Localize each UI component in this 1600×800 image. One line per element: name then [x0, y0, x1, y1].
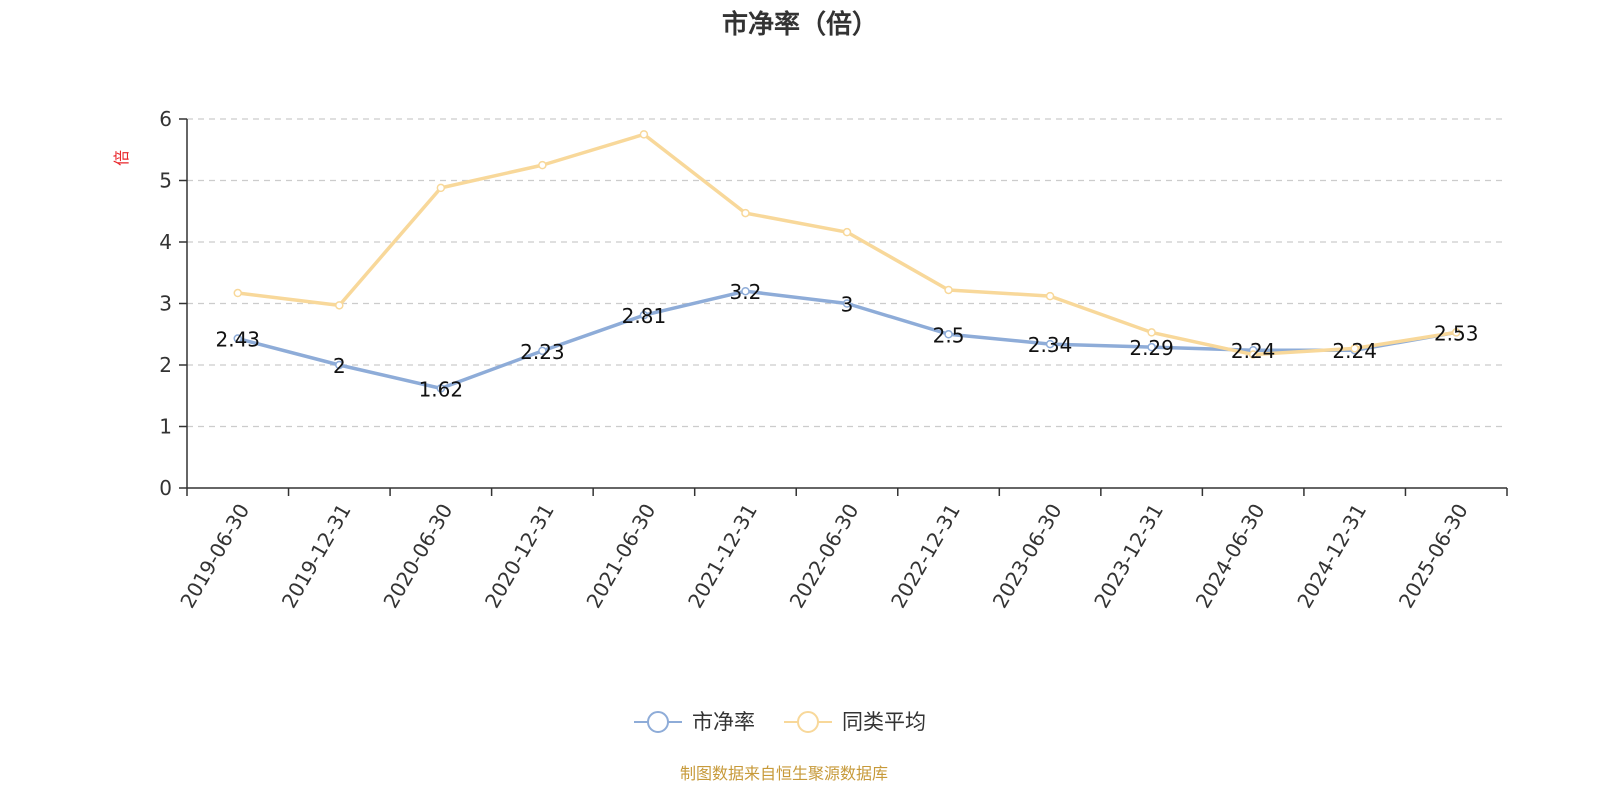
series-line-1: [236, 132, 1458, 357]
legend-marker-pb: [647, 711, 669, 733]
series-lines: [233, 130, 1461, 393]
x-tick-label: 2024-12-31: [1292, 500, 1371, 613]
data-point: [1350, 344, 1359, 353]
y-tick-label: 6: [159, 107, 172, 131]
legend-label-pb: 市净率: [692, 710, 755, 734]
data-point: [436, 183, 446, 193]
data-label: 2.5: [933, 323, 965, 347]
data-label: 2.24: [1231, 339, 1276, 363]
data-label: 2.81: [622, 304, 667, 328]
data-point: [842, 299, 852, 308]
data-point: [741, 208, 750, 218]
data-labels: 2.43 2 1.62 2.23 2.81 3.2 3 2.5 2.34 2.29 2.24 2.24…: [216, 280, 1479, 401]
data-point: [639, 310, 649, 320]
data-label: 3.2: [730, 280, 762, 304]
x-tick-label: 2023-12-31: [1089, 500, 1168, 613]
data-point: [1045, 339, 1055, 349]
chart-title: 市净率（倍）: [722, 9, 878, 40]
data-point: [639, 130, 649, 139]
axes: [179, 118, 1508, 496]
y-tick-label: 2: [159, 353, 172, 377]
data-point: [944, 330, 953, 339]
data-label: 2.29: [1129, 336, 1174, 360]
data-label: 3: [841, 293, 854, 317]
y-tick-label: 0: [159, 476, 172, 500]
legend-marker-peer-average: [797, 711, 819, 733]
legend-item-pb[interactable]: 市净率: [634, 710, 755, 734]
y-tick-label: 5: [159, 169, 172, 193]
data-label: 2.34: [1028, 333, 1073, 357]
data-point: [1147, 342, 1156, 352]
data-point: [233, 334, 243, 343]
x-tick-label: 2025-06-30: [1394, 500, 1473, 613]
data-label: 2.53: [1434, 321, 1479, 345]
data-label: 2.43: [216, 328, 261, 352]
y-tick-label: 4: [159, 230, 172, 254]
x-tick-label: 2020-12-31: [480, 500, 559, 613]
grid-lines: [187, 118, 1507, 428]
y-tick-labels: 0 1 2 3 4 5 6: [159, 107, 172, 500]
source-note: 制图数据来自恒生聚源数据库: [680, 764, 888, 783]
data-point: [1147, 328, 1156, 337]
data-label: 2.23: [520, 340, 565, 364]
x-tick-label: 2019-12-31: [277, 500, 356, 613]
x-tick-label: 2022-06-30: [785, 500, 864, 613]
data-point: [538, 160, 547, 170]
data-point: [233, 288, 243, 298]
data-point: [538, 346, 547, 356]
x-tick-label: 2023-06-30: [988, 500, 1067, 613]
legend-label-peer-average: 同类平均: [842, 710, 926, 734]
y-tick-label: 3: [159, 292, 172, 316]
data-point: [944, 285, 953, 295]
x-tick-label: 2019-06-30: [175, 500, 254, 613]
data-point: [842, 227, 852, 237]
x-tick-labels: 2019-06-30 2019-12-31 2020-06-30 2020-12-31…: [175, 500, 1472, 613]
x-tick-label: 2022-12-31: [886, 500, 965, 613]
x-tick-label: 2021-06-30: [581, 500, 660, 613]
x-tick-label: 2021-12-31: [683, 500, 762, 613]
data-point: [1248, 350, 1258, 359]
data-label: 2: [333, 354, 346, 378]
legend-item-peer-average[interactable]: 同类平均: [784, 710, 926, 734]
data-label: 1.62: [419, 377, 464, 401]
data-point: [741, 286, 750, 296]
data-label: 2.24: [1332, 339, 1377, 363]
data-point: [1045, 291, 1055, 301]
data-point: [335, 301, 344, 310]
x-tick-label: 2020-06-30: [378, 500, 457, 613]
data-point: [1451, 328, 1461, 337]
legend: 市净率 同类平均: [634, 710, 926, 734]
data-point: [436, 384, 446, 393]
y-tick-label: 1: [159, 415, 172, 439]
x-tick-label: 2024-06-30: [1191, 500, 1270, 613]
data-point: [335, 360, 344, 370]
y-axis-label: 倍: [112, 150, 131, 166]
